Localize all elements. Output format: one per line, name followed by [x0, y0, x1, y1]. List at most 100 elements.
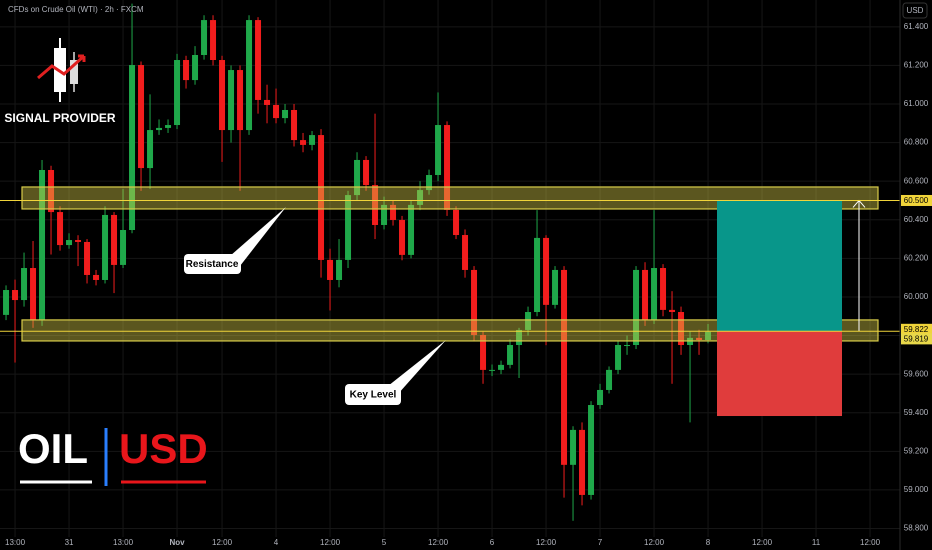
candle-body	[255, 20, 262, 100]
callout-resistance: Resistance	[184, 207, 286, 274]
x-tick-label: 12:00	[644, 538, 665, 547]
price-badge-label: 59.822	[904, 325, 929, 334]
candle-body	[606, 369, 613, 390]
x-tick-label: 12:00	[860, 538, 881, 547]
callout-box	[345, 384, 401, 405]
candle-body	[390, 204, 397, 220]
symbol-title: CFDs on Crude Oil (WTI) · 2h · FXCM	[8, 5, 144, 14]
candle-body	[93, 274, 100, 280]
candle-body	[642, 269, 649, 320]
x-tick-label: Nov	[169, 538, 185, 547]
y-tick-label: 59.200	[904, 446, 929, 455]
price-badge	[901, 333, 932, 345]
logo: SIGNAL PROVIDER	[4, 38, 116, 125]
candle-body	[633, 269, 640, 346]
candle-body	[507, 345, 514, 365]
x-tick-label: 5	[382, 538, 387, 547]
candle-body	[552, 269, 559, 305]
callout-text: Resistance	[186, 259, 239, 270]
price-badge	[901, 194, 932, 206]
candle-body	[417, 190, 424, 205]
candle-body	[246, 20, 253, 131]
overlay-layer	[0, 186, 900, 417]
candle-body	[48, 169, 55, 213]
candle-body	[498, 364, 505, 370]
currency: USD	[907, 6, 924, 15]
y-tick-label: 61.400	[904, 22, 929, 31]
y-tick-label: 60.000	[904, 292, 929, 301]
candle-body	[66, 240, 73, 246]
candle-body	[174, 60, 181, 126]
candle-body	[192, 54, 199, 81]
candle-body	[291, 109, 298, 141]
candle-body	[273, 104, 280, 119]
candle-layer	[3, 3, 712, 521]
candle-body	[534, 237, 541, 313]
zone	[21, 186, 879, 210]
quote-text: USD	[119, 425, 208, 472]
candle-body	[597, 389, 604, 406]
candle-body	[39, 169, 46, 320]
candle-body	[399, 219, 406, 255]
candle-body	[408, 204, 415, 255]
y-tick-label: 59.000	[904, 485, 929, 494]
stop-box	[717, 331, 842, 417]
candle-body	[453, 209, 460, 236]
y-tick-label: 61.000	[904, 99, 929, 108]
candle-body	[516, 329, 523, 346]
candle-body	[588, 405, 595, 495]
candle-body	[30, 268, 37, 320]
callout-text: Key Level	[350, 390, 397, 401]
x-tick-label: 13:00	[113, 538, 134, 547]
x-tick-label: 7	[598, 538, 603, 547]
candle-body	[489, 369, 496, 371]
candle-body	[210, 20, 217, 61]
candle-body	[3, 290, 10, 315]
y-tick-label: 58.800	[904, 524, 929, 533]
candle-body	[579, 429, 586, 495]
logo-arrow-head	[78, 54, 86, 62]
brand-name: SIGNAL PROVIDER	[4, 111, 115, 125]
candle-body	[57, 212, 64, 246]
candle-body	[363, 159, 370, 186]
candle-body	[462, 235, 469, 270]
candle-body	[138, 65, 145, 169]
zone	[21, 319, 879, 342]
y-tick-label: 59.600	[904, 369, 929, 378]
price-badge-label: 60.500	[904, 196, 929, 205]
x-tick-label: 31	[65, 538, 74, 547]
price-badge	[901, 323, 932, 335]
x-tick-label: 12:00	[428, 538, 449, 547]
candle-body	[237, 70, 244, 131]
x-tick-label: 8	[706, 538, 711, 547]
pair-title: OIL USD	[18, 425, 208, 486]
target-box	[717, 200, 842, 332]
candle-body	[435, 125, 442, 176]
candle-body	[219, 60, 226, 131]
candle-body	[282, 109, 289, 119]
callout-key-level: Key Level	[345, 340, 446, 405]
candle-body	[165, 125, 172, 128]
candle-body	[156, 127, 163, 131]
candle-body	[651, 268, 658, 320]
candle-body	[75, 240, 82, 242]
candle-body	[354, 159, 361, 196]
candle-body	[327, 259, 334, 280]
candle-body	[480, 334, 487, 370]
candle-body	[444, 125, 451, 210]
y-tick-label: 60.600	[904, 176, 929, 185]
candle-body	[426, 175, 433, 191]
x-tick-label: 13:00	[5, 538, 26, 547]
x-tick-label: 12:00	[536, 538, 557, 547]
candle-body	[471, 269, 478, 335]
y-tick-label: 60.800	[904, 138, 929, 147]
candle-body	[201, 20, 208, 55]
candle-body	[21, 268, 28, 301]
axis-layer: 58.80059.00059.20059.40059.60059.80060.0…	[5, 0, 932, 550]
candle-body	[345, 195, 352, 260]
logo-candle	[70, 60, 78, 84]
y-tick-label: 61.200	[904, 61, 929, 70]
asset-text: OIL	[18, 425, 88, 472]
candle-body	[12, 290, 19, 301]
candle-body	[129, 65, 136, 231]
